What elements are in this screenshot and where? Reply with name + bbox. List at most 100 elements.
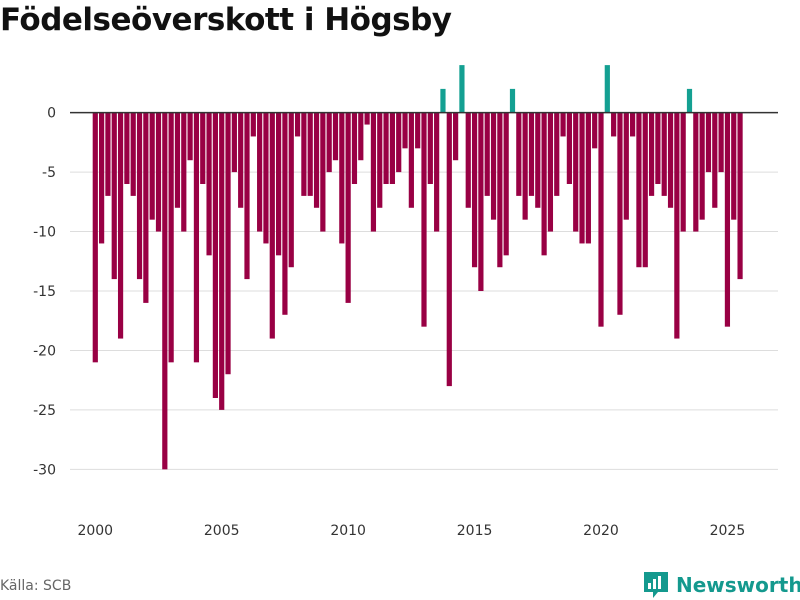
bar	[547, 112, 554, 232]
bar	[351, 112, 358, 184]
bar	[105, 112, 111, 196]
bar	[560, 112, 566, 137]
brand-logo[interactable]: Newsworthy	[644, 570, 800, 600]
bar	[257, 112, 263, 232]
bar	[377, 112, 383, 208]
bars	[92, 65, 743, 470]
bar	[541, 112, 547, 256]
bar	[200, 112, 206, 184]
bar	[307, 112, 313, 196]
bar	[370, 112, 377, 232]
bar	[339, 112, 345, 244]
bar	[421, 112, 427, 327]
y-tick-label: -20	[33, 343, 56, 359]
bar	[592, 112, 598, 149]
bar	[225, 112, 231, 375]
bar	[136, 112, 143, 280]
bar	[497, 112, 503, 268]
bar	[674, 112, 680, 339]
bar	[345, 112, 351, 303]
bar	[434, 112, 440, 232]
bar	[415, 112, 421, 149]
bar	[402, 112, 408, 149]
bar	[509, 88, 516, 113]
bar	[212, 112, 218, 399]
bar	[636, 112, 642, 268]
bar	[313, 112, 320, 208]
chart-title: Födelseöverskott i Högsby	[0, 2, 452, 38]
y-axis-ticks: 0 -5 -10 -15 -20 -25 -30	[33, 106, 56, 479]
bar	[573, 112, 579, 232]
bar	[250, 112, 256, 137]
bar	[642, 112, 648, 268]
bar	[522, 112, 528, 220]
bar	[396, 112, 402, 173]
bar	[655, 112, 661, 184]
x-tick-label: 2015	[457, 523, 493, 539]
bar	[680, 112, 686, 232]
bar	[718, 112, 724, 173]
bar	[181, 112, 187, 232]
x-tick-label: 2010	[330, 523, 366, 539]
bar	[686, 88, 693, 113]
y-tick-label: -30	[33, 462, 56, 478]
bar	[162, 112, 168, 470]
newsworthy-logo-icon	[644, 572, 668, 598]
bar	[503, 112, 509, 256]
x-tick-label: 2020	[583, 523, 619, 539]
bar	[130, 112, 136, 196]
bar	[516, 112, 522, 196]
bar	[269, 112, 275, 339]
bar	[566, 112, 572, 184]
bar	[648, 112, 655, 196]
bar	[661, 112, 667, 196]
bar	[364, 112, 370, 125]
bar	[244, 112, 250, 280]
bar	[440, 88, 446, 113]
bar	[358, 112, 364, 161]
bar	[598, 112, 604, 327]
x-tick-label: 2005	[204, 523, 240, 539]
bar	[301, 112, 307, 196]
bar	[389, 112, 395, 184]
bar	[478, 112, 484, 291]
bar	[554, 112, 560, 196]
y-tick-label: -5	[42, 165, 56, 181]
bar	[693, 112, 699, 232]
bar	[332, 112, 339, 161]
bar	[585, 112, 591, 244]
brand-name: Newsworthy	[676, 573, 800, 597]
bar	[99, 112, 105, 244]
bar	[326, 112, 332, 173]
bar	[465, 112, 471, 208]
bar	[731, 112, 737, 220]
bar	[699, 112, 705, 220]
bar	[294, 112, 301, 137]
x-tick-label: 2025	[710, 523, 746, 539]
bar	[535, 112, 541, 208]
x-axis-ticks: 2000 2005 2010 2015 2020 2025	[77, 523, 745, 539]
bar	[219, 112, 225, 410]
y-tick-label: -10	[33, 225, 56, 241]
source-note: Källa: SCB	[0, 578, 72, 594]
bar	[263, 112, 269, 244]
bar	[231, 112, 237, 173]
bar	[92, 112, 98, 363]
bar	[149, 112, 155, 220]
bar	[168, 112, 174, 363]
y-tick-label: -25	[33, 403, 56, 419]
bar	[453, 112, 459, 161]
bar	[143, 112, 149, 303]
bar	[111, 112, 117, 280]
bar	[124, 112, 130, 184]
bar	[712, 112, 718, 208]
bar	[320, 112, 326, 232]
bar	[484, 112, 490, 196]
bar	[282, 112, 288, 315]
bar	[604, 65, 610, 113]
bar	[705, 112, 712, 173]
bar	[288, 112, 294, 268]
bar	[617, 112, 623, 315]
bar	[446, 112, 452, 387]
